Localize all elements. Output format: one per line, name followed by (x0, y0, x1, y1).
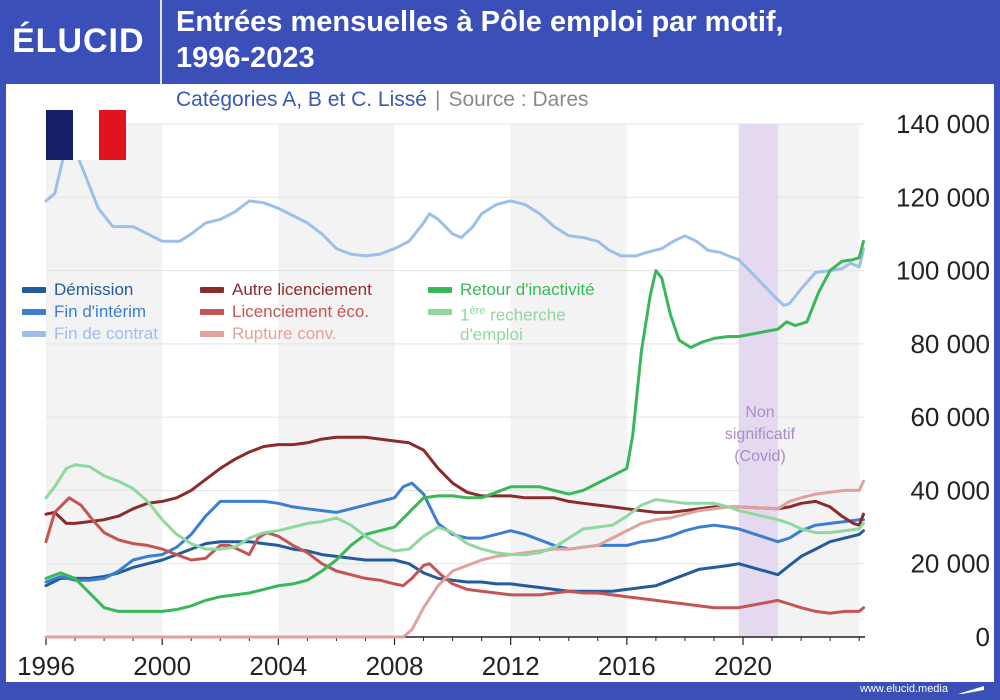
x-tick-label: 2020 (714, 651, 772, 681)
legend-item-retour-inactivite: Retour d'inactivité (428, 280, 595, 299)
legend-swatch-autre-licenciement (200, 287, 224, 293)
legend-swatch-fin-contrat (22, 331, 46, 337)
covid-annotation-line2: significatif (724, 426, 796, 443)
legend-label-premiere-recherche-num: 1 (460, 305, 470, 325)
legend-swatch-rupture-conv (200, 331, 224, 337)
legend-label-fin-interim: Fin d'intérim (54, 302, 147, 321)
legend-item-premiere-recherche: 1ère recherche d'emploi (428, 302, 566, 344)
x-tick-label: 2000 (133, 651, 191, 681)
subtitle-source: Source : Dares (448, 88, 589, 111)
legend-label-licenciement-eco: Licenciement éco. (232, 302, 370, 321)
legend-label-premiere-recherche-line2: d'emploi (460, 324, 523, 344)
chart-title-line1: Entrées mensuelles à Pôle emploi par mot… (176, 6, 784, 38)
legend-swatch-retour-inactivite (428, 287, 452, 293)
background-band (510, 124, 627, 637)
header-divider (160, 0, 162, 84)
legend-label-retour-inactivite: Retour d'inactivité (460, 280, 595, 299)
france-flag-icon (46, 110, 127, 160)
series-line-retour-inactivite (44, 239, 865, 613)
subtitle-separator: | (434, 88, 441, 111)
legend-swatch-demission (22, 287, 46, 293)
y-tick-label: 20 000 (910, 549, 990, 579)
subtitle-main: Catégories A, B et C. Lissé (176, 88, 427, 111)
x-tick-label: 2016 (598, 651, 656, 681)
y-tick-label: 80 000 (910, 329, 990, 359)
x-tick-label: 1996 (17, 651, 75, 681)
covid-annotation: Non significatif (Covid) (705, 402, 815, 468)
covid-annotation-line3: (Covid) (734, 448, 786, 465)
legend-item-fin-interim: Fin d'intérim (22, 302, 146, 321)
legend-label-demission: Démission (54, 280, 134, 299)
elucid-logo[interactable]: ÉLUCID (12, 22, 145, 60)
x-tick-label: 2012 (482, 651, 540, 681)
series-line-fin-contrat (44, 148, 865, 307)
legend-swatch-licenciement-eco (200, 309, 224, 315)
covid-annotation-line1: Non (745, 404, 775, 421)
elucid-mark-icon (958, 686, 984, 694)
x-tick-label: 2004 (249, 651, 307, 681)
covid-band (738, 124, 778, 637)
legend-label-premiere-recherche: 1ère recherche d'emploi (460, 302, 566, 344)
x-tick-label: 2008 (366, 651, 424, 681)
y-tick-label: 40 000 (910, 475, 990, 505)
legend-swatch-premiere-recherche (428, 309, 452, 315)
y-tick-label: 100 000 (896, 256, 990, 286)
footer-url[interactable]: www.elucid.media (859, 683, 948, 695)
y-tick-label: 120 000 (896, 182, 990, 212)
legend-label-autre-licenciement: Autre licenciement (232, 280, 372, 299)
chart-title: Entrées mensuelles à Pôle emploi par mot… (176, 4, 976, 76)
y-tick-label: 60 000 (910, 402, 990, 432)
legend-item-rupture-conv: Rupture conv. (200, 324, 337, 343)
legend-label-rupture-conv: Rupture conv. (232, 324, 337, 343)
legend-item-demission: Démission (22, 280, 133, 299)
chart-title-line2: 1996-2023 (176, 42, 315, 74)
legend-item-autre-licenciement: Autre licenciement (200, 280, 372, 299)
legend-label-premiere-recherche-sup: ère (469, 305, 486, 317)
background-band (46, 124, 163, 637)
y-tick-label: 140 000 (896, 109, 990, 139)
series-line-licenciement-eco (44, 496, 865, 615)
legend-label-fin-contrat: Fin de contrat (54, 324, 158, 343)
background-band (278, 124, 395, 637)
series-line-premiere-recherche (44, 463, 865, 557)
legend-label-premiere-recherche-line1: recherche (485, 305, 566, 325)
chart-subtitle: Catégories A, B et C. Lissé | Source : Dar… (176, 88, 589, 112)
legend-item-fin-contrat: Fin de contrat (22, 324, 158, 343)
series-line-rupture-conv (44, 479, 865, 639)
y-tick-label: 0 (976, 622, 990, 652)
legend-item-licenciement-eco: Licenciement éco. (200, 302, 369, 321)
legend-swatch-fin-interim (22, 309, 46, 315)
series-line-demission (44, 529, 865, 593)
